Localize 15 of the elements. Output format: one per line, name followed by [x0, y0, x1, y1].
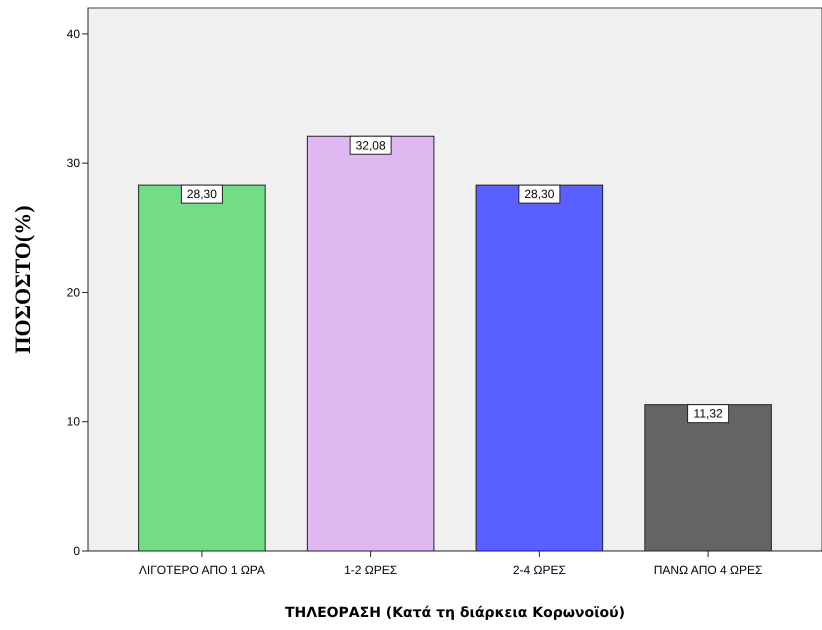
- y-axis-title: ΠΟΣΟΣΤΟ(%): [10, 205, 35, 354]
- x-tick-label: 2-4 ΩΡΕΣ: [512, 563, 566, 577]
- y-tick-label: 0: [73, 544, 80, 558]
- y-tick-label: 40: [66, 26, 80, 41]
- x-axis-title: ΤΗΛΕΟΡΑΣΗ (Κατά τη διάρκεια Κορωνοϊού): [284, 605, 626, 621]
- x-tick-label: ΠΑΝΩ ΑΠΟ 4 ΩΡΕΣ: [654, 563, 762, 577]
- data-label: 11,32: [694, 406, 723, 421]
- data-label: 28,30: [524, 187, 555, 202]
- x-tick-label: 1-2 ΩΡΕΣ: [344, 563, 398, 577]
- y-tick-label: 10: [66, 414, 80, 429]
- data-label: 28,30: [186, 187, 218, 202]
- x-tick-label: ΛΙΓΟΤΕΡΟ ΑΠΟ 1 ΩΡΑ: [138, 563, 265, 577]
- y-tick-label: 30: [66, 156, 80, 170]
- data-label: 32,08: [356, 138, 386, 152]
- y-tick-label: 20: [66, 285, 80, 300]
